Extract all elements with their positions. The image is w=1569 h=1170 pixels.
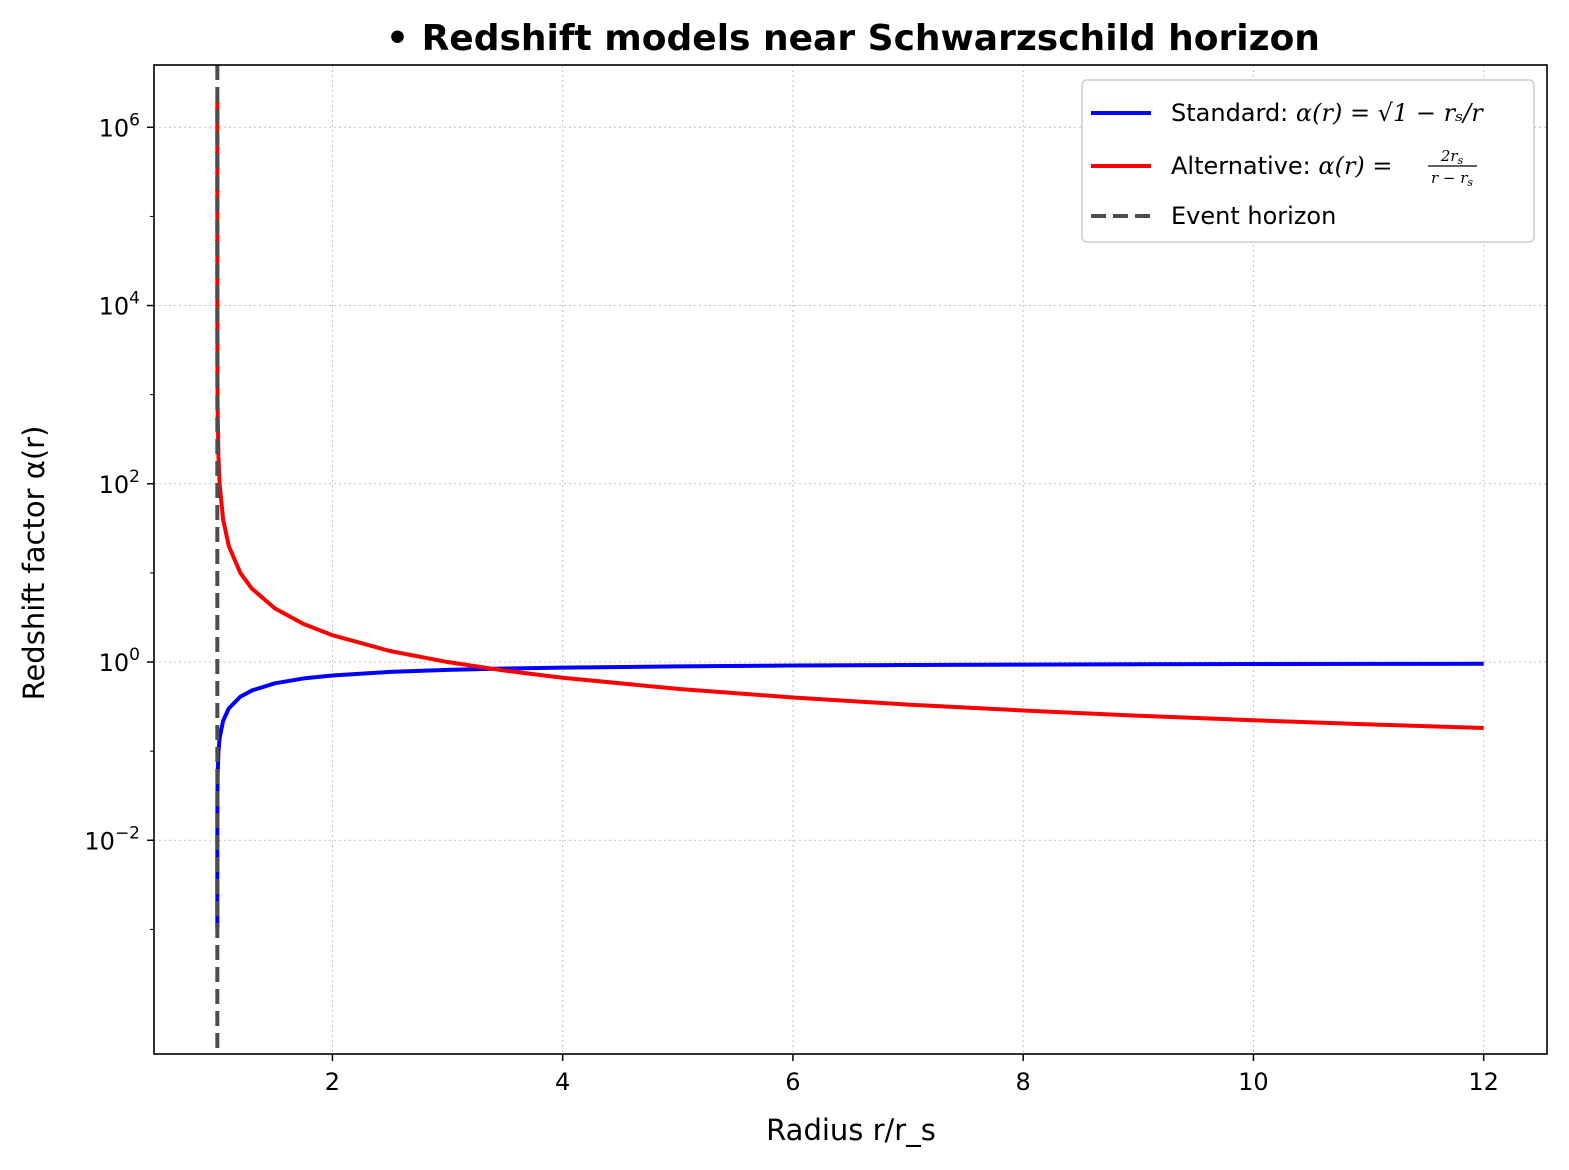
x-tick-label: 6 (785, 1068, 800, 1096)
plot-series (215, 65, 1484, 1054)
x-tick-label: 4 (555, 1068, 570, 1096)
x-tick-label: 12 (1468, 1068, 1499, 1096)
plot-frame (153, 64, 1548, 1055)
legend-entry-alternative: Alternative: α(r) = (1171, 152, 1393, 180)
legend-formula-alternative: α(r) = (1318, 152, 1392, 180)
legend-label-alternative: Alternative: (1171, 152, 1318, 180)
fraction-denominator: r − rs (1431, 169, 1473, 189)
legend-label-event-horizon: Event horizon (1171, 202, 1336, 230)
chart-title: • Redshift models near Schwarzschild hor… (386, 18, 1320, 59)
y-tick-label: 104 (99, 289, 140, 321)
y-axis-ticks: 10−2 100 102 104 106 (84, 110, 154, 930)
x-tick-label: 2 (325, 1068, 340, 1096)
x-tick-label: 10 (1238, 1068, 1269, 1096)
legend-label-standard: Standard: (1171, 99, 1296, 127)
y-tick-label: 106 (99, 110, 140, 142)
legend-formula-standard: α(r) = √1 − rₛ/r (1296, 99, 1484, 127)
y-tick-label: 102 (99, 467, 140, 499)
y-tick-label: 100 (99, 645, 140, 677)
x-axis-ticks: 2 4 6 8 10 12 (325, 1054, 1499, 1096)
legend: Standard: α(r) = √1 − rₛ/r Alternative: … (1081, 79, 1535, 243)
x-tick-label: 8 (1016, 1068, 1031, 1096)
y-tick-label: 10−2 (84, 823, 140, 855)
x-axis-label: Radius r/r_s (766, 1113, 936, 1147)
y-axis-label: Redshift factor α(r) (17, 426, 51, 701)
series-line-standard (215, 661, 1484, 930)
legend-entry-standard: Standard: α(r) = √1 − rₛ/r (1171, 99, 1484, 127)
legend-box (1081, 79, 1535, 243)
